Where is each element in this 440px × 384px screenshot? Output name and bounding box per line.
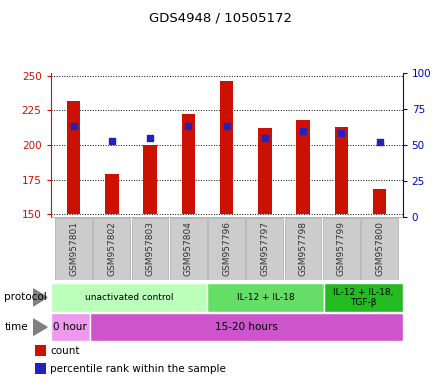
Bar xyxy=(35,363,46,374)
Text: GSM957797: GSM957797 xyxy=(260,221,269,276)
Point xyxy=(185,123,192,129)
Point xyxy=(147,135,154,141)
FancyBboxPatch shape xyxy=(55,218,92,280)
Text: GSM957796: GSM957796 xyxy=(222,221,231,276)
Text: count: count xyxy=(50,346,79,356)
Bar xyxy=(105,174,118,214)
Bar xyxy=(207,283,324,312)
Bar xyxy=(51,313,90,341)
Text: IL-12 + IL-18,
TGF-β: IL-12 + IL-18, TGF-β xyxy=(334,288,394,307)
Bar xyxy=(335,127,348,214)
Bar xyxy=(373,189,386,214)
FancyBboxPatch shape xyxy=(93,218,130,280)
Point xyxy=(223,123,230,129)
Text: GSM957803: GSM957803 xyxy=(146,221,154,276)
Point xyxy=(70,123,77,129)
Text: 0 hour: 0 hour xyxy=(53,322,87,332)
Polygon shape xyxy=(33,289,47,306)
Bar xyxy=(143,145,157,214)
Bar xyxy=(90,313,403,341)
Polygon shape xyxy=(33,319,47,336)
Point xyxy=(338,131,345,137)
FancyBboxPatch shape xyxy=(285,218,322,280)
Text: unactivated control: unactivated control xyxy=(84,293,173,302)
FancyBboxPatch shape xyxy=(246,218,283,280)
FancyBboxPatch shape xyxy=(170,218,207,280)
Text: GSM957800: GSM957800 xyxy=(375,221,384,276)
Bar xyxy=(67,101,80,214)
FancyBboxPatch shape xyxy=(323,218,360,280)
Bar xyxy=(182,114,195,214)
Bar xyxy=(258,128,271,214)
Point xyxy=(300,127,307,134)
Text: GSM957804: GSM957804 xyxy=(184,221,193,276)
Text: GSM957802: GSM957802 xyxy=(107,221,116,276)
Text: IL-12 + IL-18: IL-12 + IL-18 xyxy=(237,293,294,302)
Text: GSM957799: GSM957799 xyxy=(337,221,346,276)
FancyBboxPatch shape xyxy=(361,218,398,280)
Text: percentile rank within the sample: percentile rank within the sample xyxy=(50,364,226,374)
Text: GSM957801: GSM957801 xyxy=(69,221,78,276)
Point xyxy=(376,139,383,145)
FancyBboxPatch shape xyxy=(132,218,169,280)
Text: GDS4948 / 10505172: GDS4948 / 10505172 xyxy=(149,12,291,25)
Bar xyxy=(51,283,207,312)
Text: time: time xyxy=(4,322,28,332)
FancyBboxPatch shape xyxy=(208,218,245,280)
Bar xyxy=(297,120,310,214)
Text: protocol: protocol xyxy=(4,292,47,303)
Bar xyxy=(35,345,46,356)
Text: GSM957798: GSM957798 xyxy=(299,221,308,276)
Point xyxy=(108,137,115,144)
Bar xyxy=(324,283,403,312)
Bar xyxy=(220,81,233,214)
Text: 15-20 hours: 15-20 hours xyxy=(215,322,278,332)
Point xyxy=(261,135,268,141)
